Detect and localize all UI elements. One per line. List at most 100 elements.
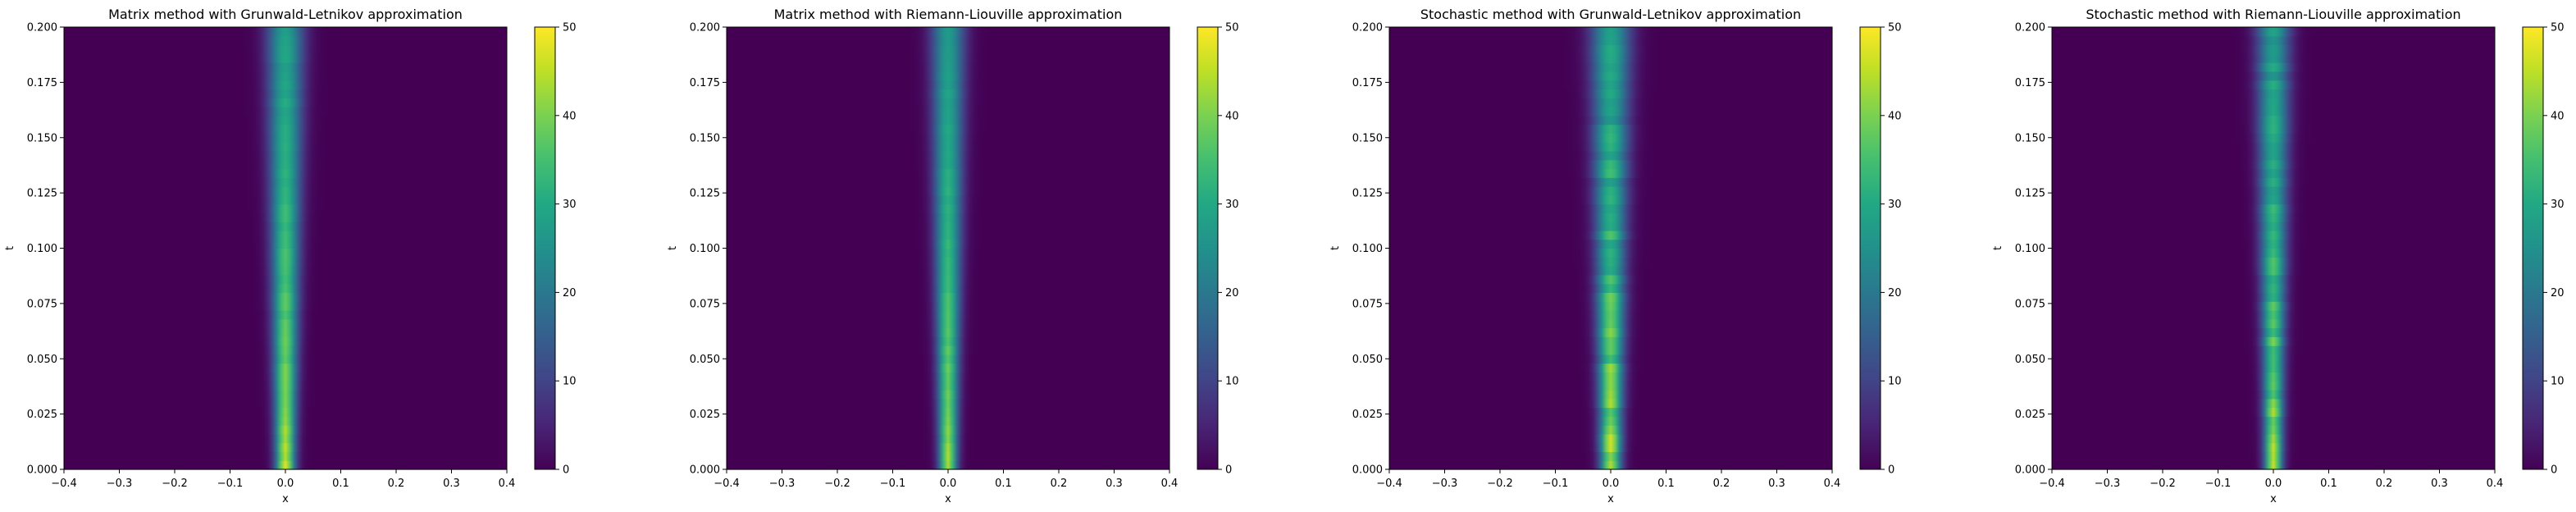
heatmap-row: [1389, 98, 1832, 107]
heatmap-row: [727, 44, 1169, 54]
heatmap-row: [64, 257, 507, 267]
y-tick-label: 0.050: [690, 354, 720, 366]
heatmap-row: [727, 451, 1169, 461]
heatmap-row: [727, 150, 1169, 161]
heatmap-row: [1389, 274, 1832, 285]
heatmap-row: [727, 381, 1169, 391]
heatmap-row: [1389, 150, 1832, 161]
heatmap-row: [2052, 354, 2495, 364]
heatmap-row: [2052, 80, 2495, 90]
heatmap-row: [64, 53, 507, 63]
heatmap-row: [1389, 327, 1832, 337]
heatmap-row: [727, 177, 1169, 187]
heatmap-row: [727, 239, 1169, 249]
chart-title: Matrix method with Grunwald-Letnikov app…: [108, 7, 463, 22]
y-tick-label: 0.100: [2015, 243, 2045, 255]
heatmap-row: [64, 35, 507, 46]
y-tick-label: 0.050: [27, 354, 57, 366]
heatmap-row: [64, 416, 507, 426]
heatmap-image: [64, 27, 507, 470]
heatmap-row: [1389, 124, 1832, 134]
heatmap-row: [2052, 71, 2495, 81]
heatmap-row: [727, 115, 1169, 126]
heatmap-row: [1389, 407, 1832, 417]
heatmap-row: [2052, 142, 2495, 152]
y-axis-label: t: [4, 246, 16, 250]
heatmap-row: [64, 283, 507, 293]
heatmap-row: [727, 222, 1169, 231]
heatmap-row: [727, 407, 1169, 417]
heatmap-row: [2052, 230, 2495, 240]
colorbar-tick-label: 10: [2551, 376, 2565, 388]
heatmap-row: [727, 168, 1169, 178]
x-tick-label: 0.3: [1106, 478, 1123, 490]
heatmap-row: [2052, 35, 2495, 46]
x-tick-label: −0.3: [1432, 478, 1458, 490]
heatmap-row: [2052, 363, 2495, 373]
y-tick-label: 0.000: [2015, 464, 2045, 477]
heatmap-row: [1389, 230, 1832, 240]
heatmap-row: [1389, 89, 1832, 98]
heatmap-row: [1389, 239, 1832, 249]
y-tick-label: 0.000: [1352, 464, 1383, 477]
y-tick-label: 0.200: [2015, 22, 2045, 34]
heatmap-row: [1389, 257, 1832, 267]
chart-title: Stochastic method with Grunwald-Letnikov…: [1420, 7, 1801, 22]
heatmap-row: [2052, 168, 2495, 178]
colorbar-tick-label: 30: [1225, 199, 1239, 211]
heatmap-row: [2052, 239, 2495, 249]
x-tick-label: 0.3: [1768, 478, 1785, 490]
colorbar-tick-label: 0: [1225, 464, 1232, 477]
y-tick-label: 0.075: [27, 298, 57, 310]
heatmap-row: [1389, 309, 1832, 320]
x-tick-label: 0.0: [1603, 478, 1620, 490]
y-tick-label: 0.000: [27, 464, 57, 477]
x-tick-label: 0.1: [2320, 478, 2337, 490]
heatmap-row: [727, 398, 1169, 409]
heatmap-row: [2052, 372, 2495, 382]
colorbar-tick-label: 20: [2551, 287, 2565, 299]
x-tick-label: −0.2: [1487, 478, 1513, 490]
heatmap-row: [64, 203, 507, 213]
heatmap-row: [1389, 213, 1832, 222]
heatmap-row: [64, 230, 507, 240]
heatmap-row: [64, 433, 507, 444]
x-tick-label: 0.4: [1824, 478, 1841, 490]
heatmap-row: [727, 266, 1169, 276]
heatmap-row: [64, 292, 507, 302]
heatmap-row: [727, 62, 1169, 72]
colorbar-tick-label: 10: [1225, 376, 1239, 388]
heatmap-row: [1389, 53, 1832, 63]
heatmap-row: [2052, 292, 2495, 302]
y-axis-label: t: [1329, 246, 1342, 250]
heatmap-row: [1389, 203, 1832, 213]
heatmap-row: [727, 213, 1169, 222]
heatmap-row: [1389, 142, 1832, 152]
y-tick-label: 0.125: [1352, 188, 1383, 200]
x-tick-label: 0.1: [1657, 478, 1675, 490]
heatmap-row: [2052, 407, 2495, 417]
colorbar-tick-label: 50: [2551, 22, 2565, 34]
colorbar: [534, 26, 556, 470]
heatmap-row: [2052, 44, 2495, 54]
heatmap-row: [1389, 27, 1832, 37]
heatmap-row: [1389, 107, 1832, 117]
heatmap-row: [1389, 398, 1832, 409]
x-tick-label: 0.4: [2487, 478, 2504, 490]
y-tick-label: 0.050: [2015, 354, 2045, 366]
colorbar-tick-label: 20: [1225, 287, 1239, 299]
heatmap-row: [727, 336, 1169, 346]
heatmap-row: [64, 213, 507, 222]
heatmap-row: [2052, 248, 2495, 258]
chart-title: Matrix method with Riemann-Liouville app…: [774, 7, 1123, 22]
heatmap-row: [727, 142, 1169, 152]
y-tick-label: 0.125: [690, 188, 720, 200]
heatmap-row: [64, 159, 507, 170]
chart-title: Stochastic method with Riemann-Liouville…: [2086, 7, 2460, 22]
heatmap-row: [2052, 336, 2495, 346]
heatmap-row: [2052, 345, 2495, 355]
heatmap-row: [727, 460, 1169, 470]
heatmap-row: [1389, 71, 1832, 81]
x-tick-label: −0.1: [217, 478, 244, 490]
colorbar: [2522, 26, 2544, 470]
